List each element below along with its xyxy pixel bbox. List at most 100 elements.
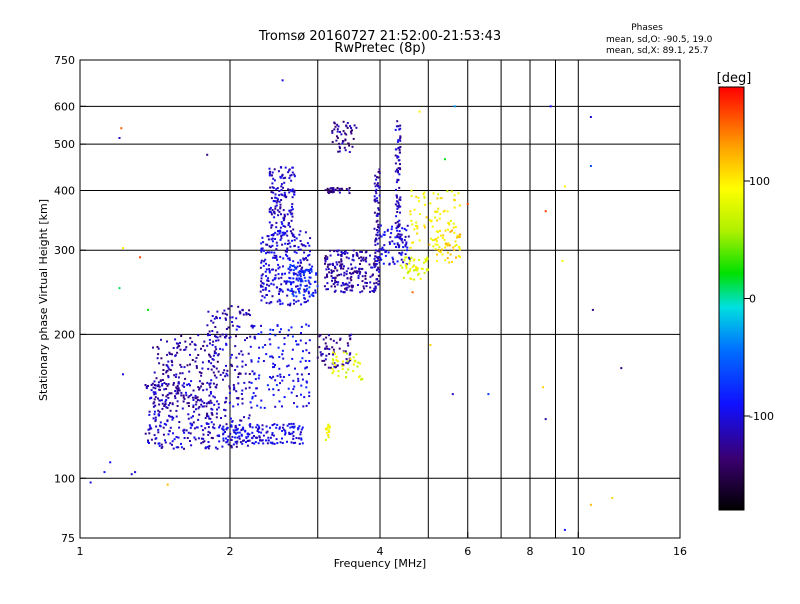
data-point: [620, 367, 623, 370]
data-point: [286, 280, 288, 283]
data-point: [269, 355, 272, 358]
data-point: [374, 243, 377, 246]
data-point: [345, 273, 348, 276]
data-point: [340, 254, 343, 256]
data-point: [280, 276, 283, 279]
data-point: [166, 406, 169, 409]
data-point: [306, 259, 309, 262]
data-point: [179, 363, 182, 366]
data-point: [300, 384, 303, 387]
data-point: [345, 352, 348, 355]
data-point: [195, 356, 198, 359]
data-point: [441, 237, 444, 239]
data-point: [207, 426, 210, 429]
data-point: [271, 186, 274, 189]
data-point: [289, 263, 292, 266]
data-point: [397, 206, 400, 209]
data-point: [440, 197, 443, 200]
data-point: [282, 231, 285, 234]
data-point: [286, 247, 289, 250]
data-point: [332, 283, 335, 286]
data-point: [308, 286, 311, 289]
data-point: [361, 290, 364, 293]
data-point: [172, 383, 175, 386]
data-point: [175, 386, 178, 389]
data-point: [281, 234, 284, 237]
data-point: [304, 285, 307, 287]
data-point: [278, 400, 281, 403]
data-point: [341, 368, 344, 370]
data-point: [235, 442, 238, 445]
data-point: [333, 250, 336, 253]
data-point: [196, 426, 199, 429]
data-point: [217, 339, 220, 342]
data-point: [147, 428, 150, 431]
data-point: [280, 283, 283, 286]
data-point: [309, 276, 312, 279]
data-point: [325, 345, 328, 348]
data-point: [324, 257, 327, 259]
data-point: [351, 129, 353, 132]
data-point: [187, 413, 190, 416]
data-point: [300, 268, 303, 271]
data-point: [183, 349, 186, 351]
data-point: [376, 183, 379, 186]
data-point: [227, 307, 230, 310]
data-point: [303, 297, 306, 300]
data-point: [335, 139, 338, 142]
data-point: [202, 389, 205, 392]
data-point: [271, 237, 274, 240]
data-point: [162, 433, 165, 436]
data-point: [333, 365, 336, 368]
data-point: [297, 246, 300, 249]
data-point: [407, 270, 410, 273]
data-point: [369, 254, 371, 257]
data-point: [160, 399, 163, 402]
data-point: [374, 240, 377, 243]
data-point: [235, 445, 238, 448]
data-point: [172, 382, 175, 384]
data-point: [197, 354, 200, 356]
data-point: [248, 414, 251, 417]
data-point: [259, 406, 262, 409]
data-point: [418, 110, 421, 113]
data-point: [300, 438, 303, 441]
data-point: [334, 352, 336, 355]
data-point: [274, 238, 277, 240]
data-point: [347, 267, 350, 270]
data-point: [290, 209, 293, 212]
data-point: [288, 191, 291, 194]
data-point: [279, 226, 282, 229]
data-point: [344, 149, 347, 152]
data-point: [158, 442, 161, 445]
data-point: [255, 426, 258, 429]
data-point: [175, 436, 178, 438]
data-point: [236, 436, 239, 439]
data-point: [246, 444, 249, 447]
data-point: [276, 442, 279, 445]
data-point: [167, 396, 170, 399]
data-point: [438, 249, 440, 252]
data-point: [347, 368, 350, 371]
data-point: [180, 335, 183, 337]
data-point: [338, 261, 341, 264]
data-point: [165, 423, 168, 426]
data-point: [279, 375, 282, 378]
data-point: [339, 338, 342, 341]
data-point: [409, 210, 412, 213]
data-point: [415, 267, 418, 270]
data-point: [159, 425, 162, 428]
data-point: [357, 361, 360, 364]
data-point: [454, 199, 456, 202]
data-point: [253, 335, 256, 338]
data-point: [163, 405, 166, 407]
data-point: [229, 316, 232, 319]
data-point: [208, 394, 211, 397]
data-point: [165, 399, 168, 401]
data-point: [459, 235, 461, 238]
data-point: [266, 283, 268, 286]
data-point: [224, 317, 227, 320]
data-point: [244, 387, 247, 390]
data-point: [359, 291, 362, 294]
data-point: [246, 337, 248, 339]
